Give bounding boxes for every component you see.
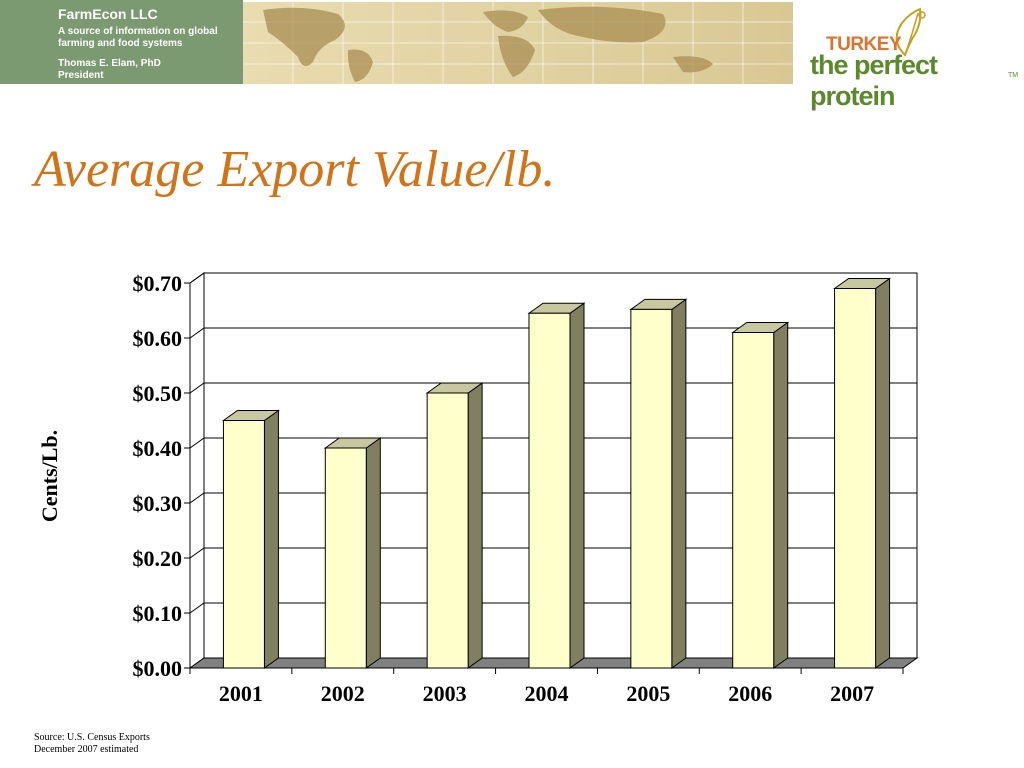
bar-2005 bbox=[630, 308, 673, 669]
logo-trademark: TM bbox=[1008, 72, 1019, 79]
bar-side bbox=[569, 302, 585, 669]
x-tick-label: 2004 bbox=[525, 681, 569, 706]
bar-side bbox=[875, 277, 891, 669]
y-tick-label: $0.70 bbox=[133, 271, 183, 296]
y-tick-label: $0.40 bbox=[133, 436, 183, 461]
logo-tagline: the perfect protein bbox=[810, 50, 938, 111]
logo-turkey-word: TURKEY bbox=[826, 34, 902, 55]
y-tick-label: $0.20 bbox=[133, 546, 183, 571]
bar-2001 bbox=[222, 420, 265, 669]
chart-side-wall bbox=[189, 272, 205, 669]
company-header: FarmEcon LLC A source of information on … bbox=[0, 0, 243, 84]
y-tick-label: $0.00 bbox=[133, 656, 183, 681]
bar-side bbox=[773, 321, 789, 669]
bar-2002 bbox=[324, 447, 367, 669]
x-tick-label: 2007 bbox=[830, 681, 874, 706]
bar-2006 bbox=[732, 332, 775, 669]
x-tick-label: 2002 bbox=[321, 681, 365, 706]
author-block: Thomas E. Elam, PhD President bbox=[58, 58, 161, 82]
author-title: President bbox=[58, 70, 104, 81]
bar-side bbox=[467, 382, 483, 669]
source-note: Source: U.S. Census Exports December 200… bbox=[34, 732, 150, 756]
y-tick-label: $0.10 bbox=[133, 601, 183, 626]
gridline bbox=[189, 272, 917, 284]
world-map-banner bbox=[243, 2, 793, 84]
company-tagline: A source of information on global farmin… bbox=[58, 26, 218, 49]
y-axis-label: Cents/Lb. bbox=[37, 429, 62, 523]
bar-2003 bbox=[426, 392, 469, 669]
author-name: Thomas E. Elam, PhD bbox=[58, 58, 161, 69]
x-tick-label: 2005 bbox=[626, 681, 670, 706]
y-tick-label: $0.60 bbox=[133, 326, 183, 351]
y-tick-label: $0.50 bbox=[133, 381, 183, 406]
company-name: FarmEcon LLC bbox=[58, 6, 158, 22]
bar-side bbox=[365, 437, 381, 669]
bar-side bbox=[671, 298, 687, 669]
x-tick-label: 2003 bbox=[423, 681, 467, 706]
bar-2007 bbox=[834, 288, 877, 669]
bar-2004 bbox=[528, 312, 571, 669]
x-tick-label: 2001 bbox=[219, 681, 263, 706]
page-title: Average Export Value/lb. bbox=[34, 141, 556, 198]
y-tick-label: $0.30 bbox=[133, 491, 183, 516]
turkey-leaf-icon bbox=[895, 7, 926, 57]
source-line-1: Source: U.S. Census Exports bbox=[34, 732, 150, 743]
source-line-2: December 2007 estimated bbox=[34, 744, 139, 755]
bar-side bbox=[263, 409, 279, 669]
x-tick-label: 2006 bbox=[728, 681, 772, 706]
